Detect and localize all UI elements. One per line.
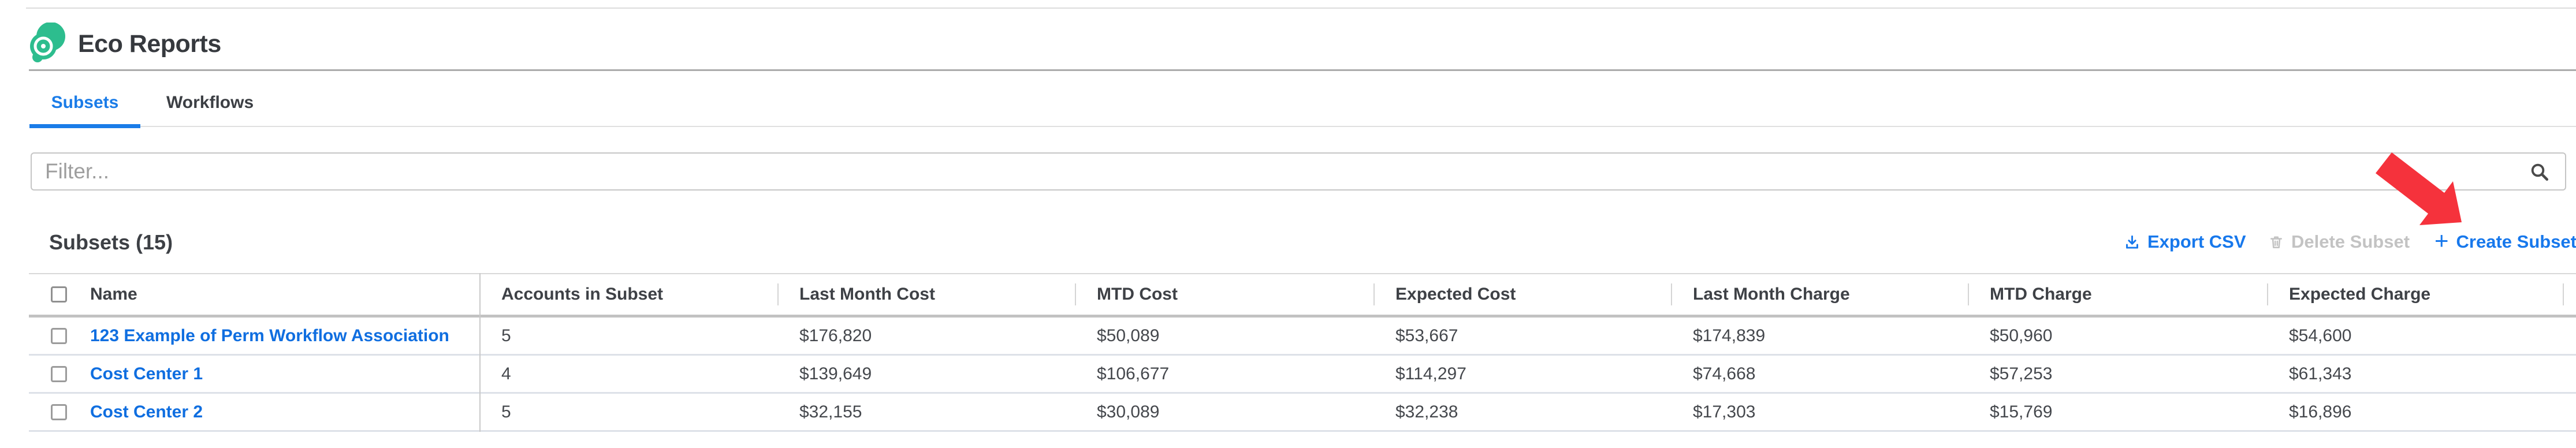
subsets-table: Name Accounts in Subset Last Month Cost …: [29, 273, 2576, 432]
header-right-separator: [2563, 283, 2564, 305]
row-checkbox[interactable]: [51, 404, 67, 420]
eco-logo-icon: [30, 23, 65, 62]
cell-last-month-cost: $32,155: [799, 402, 862, 421]
column-header-mtd-charge[interactable]: MTD Charge: [1968, 274, 2267, 315]
filter-input[interactable]: [32, 154, 2565, 189]
create-subset-label: Create Subset: [2456, 232, 2576, 252]
select-all-checkbox[interactable]: [51, 286, 67, 303]
cell-expected-charge: $16,896: [2289, 402, 2352, 421]
cell-accounts: 5: [501, 402, 511, 421]
column-header-last-month-cost[interactable]: Last Month Cost: [777, 274, 1075, 315]
table-row: 123 Example of Perm Workflow Association…: [29, 318, 2576, 356]
delete-subset-button[interactable]: Delete Subset: [2269, 230, 2410, 253]
section-title: Subsets (15): [49, 230, 173, 254]
column-header-accounts-in-subset[interactable]: Accounts in Subset: [501, 285, 664, 304]
cell-mtd-charge: $57,253: [1990, 364, 2053, 383]
search-icon: [2531, 163, 2548, 181]
plus-icon: +: [2434, 227, 2449, 254]
create-subset-button[interactable]: + Create Subset: [2434, 227, 2576, 254]
tab-workflows[interactable]: Workflows: [166, 93, 254, 112]
cell-expected-cost: $114,297: [1395, 364, 1466, 383]
column-header-last-month-charge[interactable]: Last Month Charge: [1671, 274, 1968, 315]
cell-mtd-cost: $30,089: [1097, 402, 1160, 421]
subset-name-link[interactable]: Cost Center 2: [90, 402, 203, 421]
cell-expected-cost: $32,238: [1395, 402, 1458, 421]
cell-last-month-charge: $17,303: [1693, 402, 1756, 421]
name-column-divider: [479, 273, 481, 432]
tab-bar: Subsets Workflows: [29, 92, 254, 113]
row-checkbox[interactable]: [51, 365, 67, 382]
cell-expected-cost: $53,667: [1395, 326, 1458, 345]
trash-icon: [2270, 236, 2282, 248]
cell-last-month-charge: $174,839: [1693, 326, 1766, 345]
tab-subsets[interactable]: Subsets: [51, 93, 119, 112]
delete-subset-label: Delete Subset: [2291, 232, 2410, 252]
cell-mtd-cost: $106,677: [1097, 364, 1170, 383]
export-csv-button[interactable]: Export CSV: [2124, 230, 2246, 253]
header-cell-name: Name: [29, 274, 479, 315]
tabs-baseline: [29, 126, 2576, 127]
column-header-expected-charge[interactable]: Expected Charge: [2267, 274, 2576, 315]
cell-expected-charge: $54,600: [2289, 326, 2352, 345]
filter-field: [31, 152, 2566, 191]
cell-accounts: 4: [501, 364, 511, 383]
export-csv-label: Export CSV: [2147, 232, 2246, 252]
column-header-name[interactable]: Name: [90, 285, 137, 304]
table-header-border: [29, 315, 2576, 318]
cell-mtd-charge: $15,769: [1990, 402, 2053, 421]
subset-name-link[interactable]: 123 Example of Perm Workflow Association: [90, 326, 449, 345]
cell-mtd-charge: $50,960: [1990, 326, 2053, 345]
cell-expected-charge: $61,343: [2289, 364, 2352, 383]
top-hairline: [26, 8, 2576, 9]
cell-last-month-cost: $139,649: [799, 364, 872, 383]
active-tab-underline: [29, 124, 140, 128]
subset-name-link[interactable]: Cost Center 1: [90, 364, 203, 383]
table-row: Cost Center 2 5 $32,155 $30,089 $32,238 …: [29, 394, 2576, 432]
header-divider: [29, 69, 2576, 71]
column-header-mtd-cost[interactable]: MTD Cost: [1075, 274, 1373, 315]
table-row: Cost Center 1 4 $139,649 $106,677 $114,2…: [29, 356, 2576, 394]
column-header-expected-cost[interactable]: Expected Cost: [1373, 274, 1671, 315]
table-top-hairline: [29, 273, 2576, 274]
cell-accounts: 5: [501, 326, 511, 345]
table-header-row: Name Accounts in Subset Last Month Cost …: [29, 274, 2576, 315]
cell-last-month-cost: $176,820: [799, 326, 872, 345]
cell-mtd-cost: $50,089: [1097, 326, 1160, 345]
cell-last-month-charge: $74,668: [1693, 364, 1756, 383]
page-title: Eco Reports: [78, 30, 221, 58]
row-checkbox[interactable]: [51, 327, 67, 344]
download-icon: [2126, 235, 2138, 249]
